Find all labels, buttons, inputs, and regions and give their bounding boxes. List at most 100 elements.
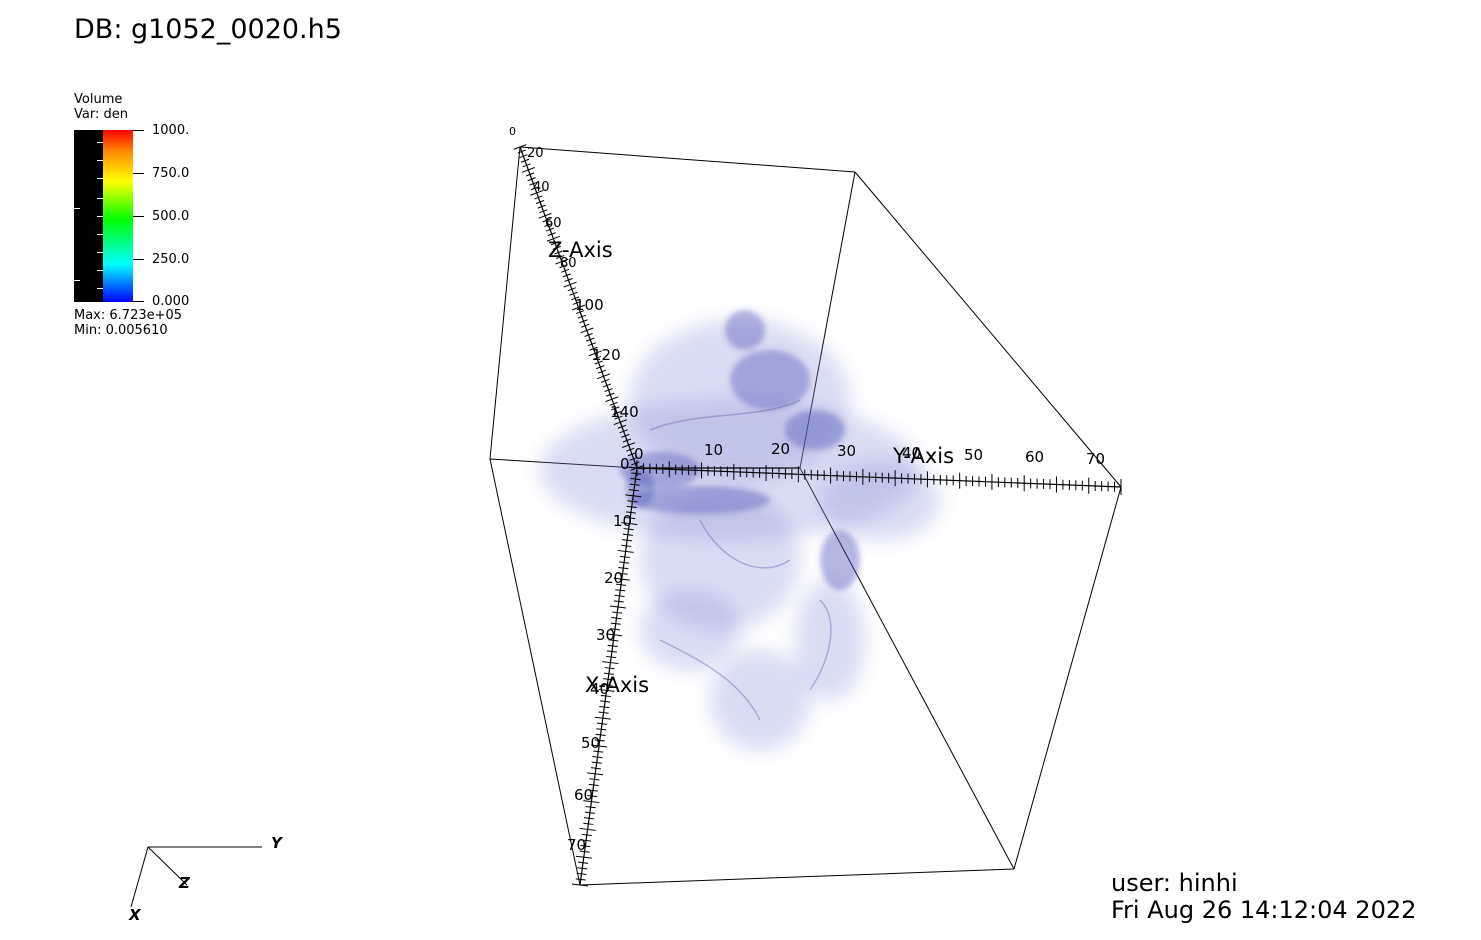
x-tick-label: 20 (604, 569, 624, 587)
z-axis-tick (537, 204, 546, 209)
x-tick-label: 60 (574, 786, 594, 804)
x-axis-tick (614, 594, 625, 597)
z-axis-tick (612, 411, 622, 415)
x-axis-tick (585, 806, 596, 809)
z-axis-tick (594, 360, 603, 365)
y-tick-label: 40 (902, 444, 922, 462)
x-axis-tick (617, 549, 634, 553)
z-axis-tick (604, 388, 613, 393)
x-axis-tick (619, 555, 630, 559)
z-axis-tick (619, 429, 628, 434)
x-axis-tick (583, 800, 600, 804)
y-tick-label: 50 (964, 446, 984, 464)
x-tick-label: 10 (613, 512, 633, 530)
x-axis-tick (592, 756, 603, 759)
z-axis-tick (547, 232, 556, 237)
x-axis-tick (587, 772, 604, 776)
z-axis-tick (560, 268, 570, 273)
y-axis-title: Y-Axis (893, 444, 955, 468)
legend-min: Min: 0.005610 (74, 323, 168, 338)
z-axis-tick (589, 346, 598, 351)
x-axis-tick (596, 722, 608, 725)
z-axis-tick (569, 291, 578, 296)
z-axis-tick (602, 383, 612, 388)
z-axis-tick (513, 144, 527, 150)
x-axis-tick (609, 628, 621, 631)
x-axis-tick (594, 716, 611, 720)
legend-variable: Var: den (74, 107, 128, 122)
z-axis-tick (567, 287, 576, 292)
x-axis-tick (598, 688, 615, 692)
colorbar-tick (133, 216, 144, 217)
z-axis-tick (519, 154, 528, 159)
x-axis-tick (606, 655, 617, 659)
x-axis-tick (615, 583, 627, 586)
z-axis-tick (545, 227, 555, 232)
y-tick-label: 0 (620, 455, 630, 473)
x-axis-tick (625, 494, 642, 498)
x-axis-tick (606, 633, 623, 637)
z-axis-tick (627, 452, 637, 457)
z-axis-tick (517, 149, 526, 154)
x-axis-tick (577, 867, 588, 870)
y-tick-label: 0 (634, 445, 644, 463)
z-tick-label: 140 (610, 403, 639, 421)
z-axis-tick (563, 281, 577, 288)
x-axis-tick (631, 472, 642, 475)
x-axis-tick (581, 833, 592, 837)
x-axis-tick (575, 878, 586, 881)
y-tick-label: 20 (771, 440, 791, 458)
z-axis-tick (588, 350, 602, 357)
colorbar-tick (133, 259, 144, 260)
z-axis-tick (617, 424, 627, 429)
x-axis-tick (628, 466, 646, 470)
colorbar-label: 750.0 (152, 166, 190, 181)
colorbar-gradient (103, 130, 133, 302)
legend-stats: Max: 6.723e+05 Min: 0.005610 (74, 308, 182, 338)
z-axis-tick (555, 258, 569, 265)
x-axis-tick (625, 511, 636, 514)
x-axis-tick (612, 611, 623, 614)
z-axis-title: Z-Axis (548, 238, 613, 262)
x-axis-tick (622, 539, 633, 542)
x-axis-tick (598, 711, 609, 714)
colorbar-tick (133, 301, 144, 302)
x-axis-tick (596, 728, 607, 731)
z-axis-tick (606, 392, 615, 397)
z-axis-tick (601, 378, 610, 383)
x-axis-tick (621, 544, 632, 547)
z-axis-tick (622, 438, 632, 443)
z-axis-tick (614, 415, 623, 420)
x-axis-tick (613, 600, 624, 603)
z-axis-tick (577, 314, 587, 319)
volume-legend: Volume Var: den 1000. 750.0 500.0 250.0 … (74, 92, 189, 338)
z-axis-tick (609, 401, 618, 406)
z-axis-tick (586, 337, 595, 342)
z-axis-tick (581, 323, 590, 328)
x-axis-tick (629, 483, 640, 486)
z-axis-tick (621, 433, 630, 438)
z-tick-label: 40 (533, 180, 550, 195)
z-axis-tick (527, 177, 536, 182)
x-axis-tick (584, 811, 595, 814)
x-axis-tick (589, 778, 600, 781)
density-volume (540, 310, 940, 750)
z-axis-tick (571, 304, 586, 311)
z-axis-tick (542, 218, 551, 223)
x-axis-tick (587, 789, 598, 792)
z-axis-tick (631, 461, 640, 466)
colorbar-label: 500.0 (152, 209, 190, 224)
z-axis-tick (596, 365, 605, 370)
y-tick-label: 70 (1086, 450, 1106, 468)
user-info: user: hinhi Fri Aug 26 14:12:04 2022 (1111, 870, 1416, 924)
z-axis-tick (611, 406, 620, 411)
x-axis-tick (595, 733, 606, 736)
z-axis-tick (555, 255, 565, 260)
z-axis-tick (596, 373, 611, 380)
z-axis-tick (550, 241, 560, 246)
z-axis-tick (613, 419, 627, 426)
z-axis-tick (597, 369, 607, 374)
z-axis-tick (592, 355, 602, 360)
triad-z-label: Z (179, 874, 190, 892)
